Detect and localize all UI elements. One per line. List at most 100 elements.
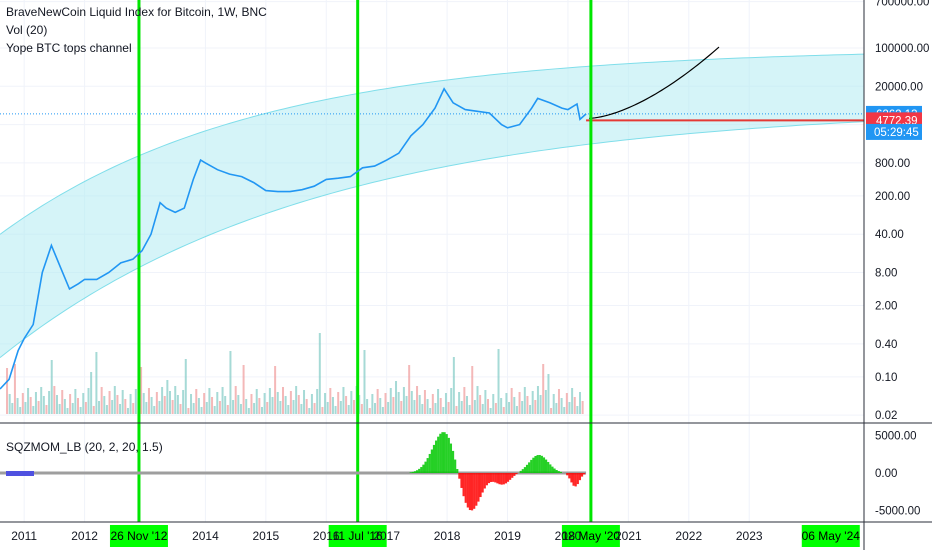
indicator-bar: [454, 459, 457, 473]
volume-bar: [221, 387, 224, 414]
indicator-bar: [568, 473, 571, 479]
volume-bar: [487, 399, 490, 414]
volume-bar: [187, 408, 190, 414]
indicator-bar: [496, 473, 499, 484]
volume-bar: [232, 400, 235, 414]
volume-bar: [471, 366, 474, 414]
volume-bar: [447, 402, 450, 414]
indicator-bar: [439, 433, 442, 473]
volume-bar: [565, 393, 568, 414]
volume-bar: [276, 392, 279, 414]
volume-bar: [289, 391, 292, 414]
volume-bar: [108, 391, 111, 414]
volume-bar: [213, 406, 216, 414]
indicator-bar: [523, 467, 527, 473]
indicator-bar: [559, 471, 562, 473]
volume-bar: [555, 403, 558, 414]
indicator-bar: [464, 473, 467, 503]
volume-bar: [402, 387, 405, 414]
indicator-bar: [555, 470, 558, 473]
indicator-bar: [574, 473, 577, 487]
countdown-label: 05:29:45: [874, 127, 919, 139]
volume-bar: [473, 400, 476, 414]
indicator-bar: [513, 473, 516, 476]
volume-bar: [153, 406, 156, 414]
volume-bar: [324, 393, 327, 414]
volume-bar: [381, 407, 384, 414]
volume-bars: [6, 333, 584, 414]
indicator-bar: [544, 459, 548, 473]
volume-bar: [284, 396, 287, 414]
indicator-bar: [540, 455, 543, 473]
indicator-bar: [451, 450, 455, 473]
volume-bar: [300, 404, 303, 414]
countdown-box: [866, 123, 922, 140]
volume-bar: [53, 386, 56, 414]
volume-bar: [19, 407, 22, 414]
volume-bar: [150, 397, 153, 414]
volume-bar: [568, 402, 571, 414]
volume-bar: [247, 408, 250, 414]
volume-bar: [253, 403, 256, 414]
volume-bar: [489, 408, 492, 414]
volume-bar: [98, 401, 101, 414]
volume-bar: [397, 392, 400, 414]
volume-bar: [531, 391, 534, 414]
indicator-bar: [528, 462, 531, 473]
volume-bar: [147, 388, 150, 414]
indicator-bar: [566, 473, 569, 476]
channel-legend: Yope BTC tops channel: [6, 41, 132, 55]
volume-bar: [111, 400, 114, 414]
volume-bar: [523, 387, 526, 414]
indicator-bar: [485, 473, 488, 486]
x-tick-label: 2012: [71, 529, 98, 543]
volume-bar: [395, 381, 398, 414]
volume-bar: [368, 408, 371, 414]
volume-bar: [389, 388, 392, 414]
volume-bar: [161, 387, 164, 414]
date-markers: 26 Nov '12 11 Jul '16 18 May '20 06 May '24: [109, 0, 860, 547]
volume-bar: [366, 399, 369, 414]
x-tick-label: 2017: [373, 529, 400, 543]
marker-label-box: [328, 525, 387, 547]
volume-bar: [392, 397, 395, 414]
volume-bar: [376, 389, 379, 414]
volume-bar: [321, 407, 324, 414]
volume-bar: [129, 394, 132, 414]
volume-bar: [400, 401, 403, 414]
volume-bar: [308, 408, 311, 414]
indicator-bar: [449, 443, 453, 473]
volume-bar: [245, 399, 248, 414]
volume-bar: [418, 395, 421, 414]
indicator-bar: [551, 466, 554, 473]
marker-label: 11 Jul '16: [333, 529, 383, 543]
volume-bar: [287, 405, 290, 414]
volume-bar: [268, 388, 271, 414]
volume-bar: [121, 390, 124, 414]
volume-bar: [145, 402, 148, 414]
volume-bar: [497, 349, 500, 414]
volume-bar: [481, 404, 484, 414]
volume-bar: [508, 402, 511, 414]
x-tick-label: 2018: [434, 529, 461, 543]
volume-bar: [282, 387, 285, 414]
volume-bar: [326, 402, 329, 414]
volume-bar: [205, 402, 208, 414]
marker-label: 18 May '20: [562, 529, 621, 543]
volume-bar: [84, 402, 87, 414]
x-tick-label: 2020: [555, 529, 582, 543]
indicator-bar: [506, 473, 510, 482]
volume-bar: [90, 372, 93, 414]
volume-bar: [216, 392, 219, 414]
volume-bar: [197, 398, 200, 414]
volume-bar: [476, 386, 479, 414]
indicator-bar: [494, 473, 497, 483]
indicator-bar: [411, 471, 414, 473]
volume-bar: [274, 366, 277, 414]
volume-bar: [526, 396, 529, 414]
indicator-bar: [462, 473, 465, 497]
volume-bar: [408, 365, 411, 414]
channel-fill: [0, 54, 864, 358]
x-tick-label: 2019: [494, 529, 521, 543]
